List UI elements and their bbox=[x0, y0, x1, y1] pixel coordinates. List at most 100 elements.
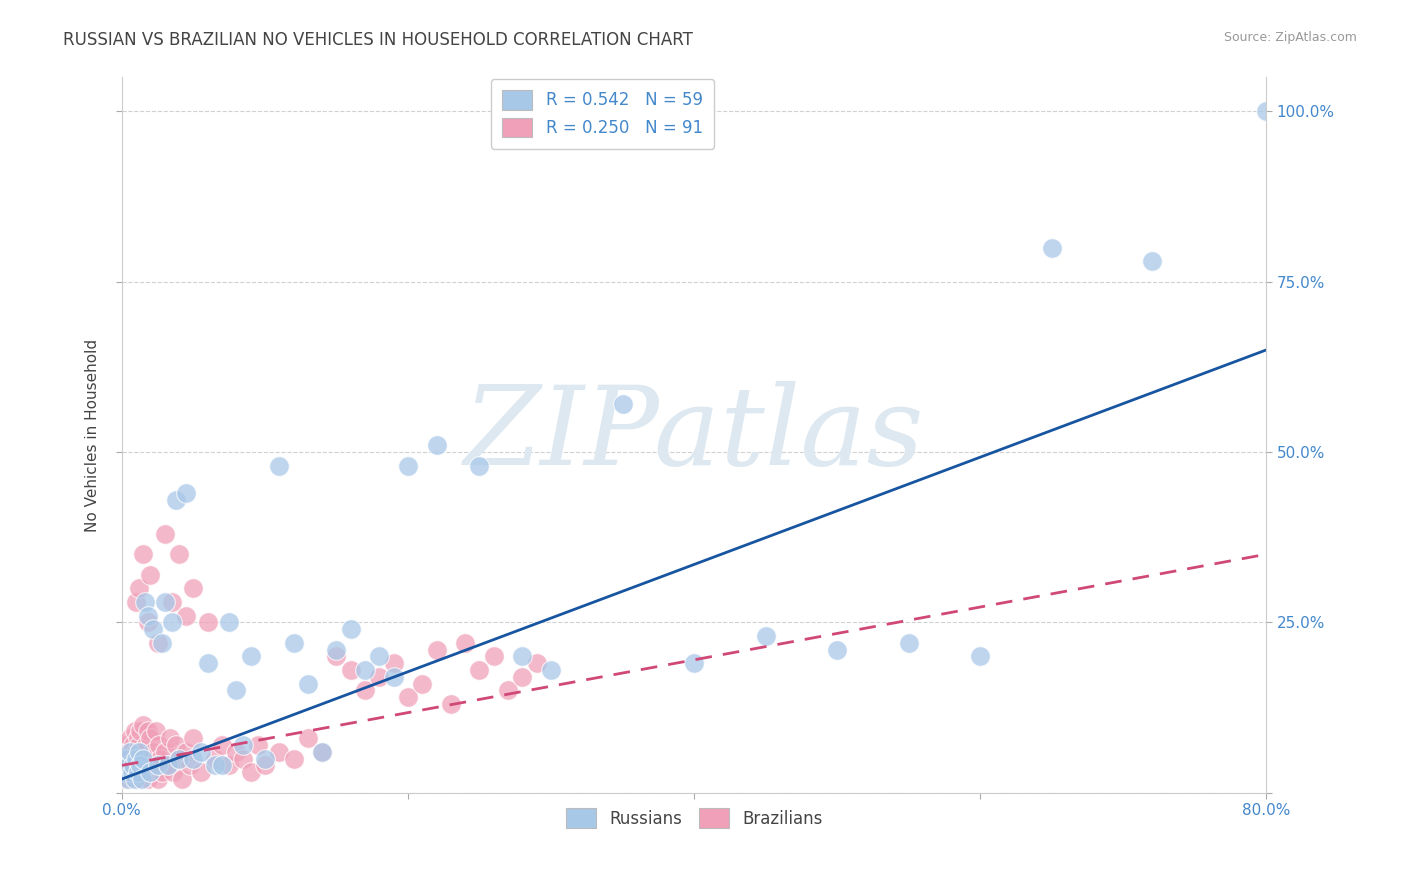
Point bbox=[368, 670, 391, 684]
Point bbox=[142, 622, 165, 636]
Point bbox=[339, 622, 361, 636]
Point bbox=[253, 751, 276, 765]
Point bbox=[253, 758, 276, 772]
Point bbox=[125, 751, 148, 765]
Point bbox=[755, 629, 778, 643]
Point bbox=[129, 724, 152, 739]
Point bbox=[1040, 241, 1063, 255]
Point bbox=[153, 526, 176, 541]
Point bbox=[124, 772, 146, 786]
Point bbox=[411, 676, 433, 690]
Point bbox=[128, 772, 150, 786]
Point bbox=[440, 697, 463, 711]
Point bbox=[139, 567, 162, 582]
Point bbox=[136, 724, 159, 739]
Point bbox=[128, 582, 150, 596]
Point bbox=[117, 765, 139, 780]
Point bbox=[131, 765, 153, 780]
Point bbox=[117, 772, 139, 786]
Point bbox=[269, 745, 291, 759]
Point bbox=[118, 772, 141, 786]
Point bbox=[136, 608, 159, 623]
Point bbox=[146, 758, 169, 772]
Point bbox=[127, 751, 149, 765]
Point bbox=[512, 649, 534, 664]
Point bbox=[218, 758, 240, 772]
Point bbox=[239, 649, 262, 664]
Point bbox=[1140, 254, 1163, 268]
Point bbox=[496, 683, 519, 698]
Point bbox=[283, 636, 305, 650]
Point bbox=[128, 745, 150, 759]
Point bbox=[426, 438, 449, 452]
Point bbox=[124, 724, 146, 739]
Point bbox=[139, 731, 162, 746]
Point bbox=[115, 738, 138, 752]
Point bbox=[145, 724, 167, 739]
Point bbox=[136, 772, 159, 786]
Point bbox=[132, 745, 155, 759]
Point bbox=[339, 663, 361, 677]
Point bbox=[139, 765, 162, 780]
Point bbox=[125, 765, 148, 780]
Point bbox=[183, 582, 205, 596]
Point bbox=[283, 751, 305, 765]
Point bbox=[311, 745, 333, 759]
Point bbox=[204, 751, 226, 765]
Point bbox=[897, 636, 920, 650]
Point bbox=[124, 758, 146, 772]
Point bbox=[382, 670, 405, 684]
Point bbox=[183, 731, 205, 746]
Point bbox=[197, 615, 219, 630]
Point bbox=[149, 751, 172, 765]
Point bbox=[125, 745, 148, 759]
Point bbox=[134, 595, 156, 609]
Point bbox=[190, 745, 212, 759]
Point bbox=[825, 642, 848, 657]
Point bbox=[232, 751, 254, 765]
Point bbox=[396, 690, 419, 705]
Point bbox=[225, 683, 247, 698]
Point bbox=[179, 758, 201, 772]
Point bbox=[120, 731, 142, 746]
Point bbox=[218, 615, 240, 630]
Point bbox=[121, 765, 143, 780]
Point bbox=[482, 649, 505, 664]
Point bbox=[132, 717, 155, 731]
Point bbox=[150, 636, 173, 650]
Point bbox=[969, 649, 991, 664]
Point bbox=[269, 458, 291, 473]
Text: RUSSIAN VS BRAZILIAN NO VEHICLES IN HOUSEHOLD CORRELATION CHART: RUSSIAN VS BRAZILIAN NO VEHICLES IN HOUS… bbox=[63, 31, 693, 49]
Point bbox=[211, 738, 233, 752]
Point bbox=[297, 676, 319, 690]
Point bbox=[232, 738, 254, 752]
Point bbox=[246, 738, 269, 752]
Point bbox=[150, 765, 173, 780]
Point bbox=[174, 486, 197, 500]
Point bbox=[122, 758, 145, 772]
Point bbox=[170, 772, 193, 786]
Point bbox=[612, 397, 634, 411]
Point bbox=[156, 758, 179, 772]
Point bbox=[167, 547, 190, 561]
Point bbox=[115, 758, 138, 772]
Point bbox=[354, 663, 377, 677]
Point bbox=[167, 751, 190, 765]
Point bbox=[325, 649, 347, 664]
Point bbox=[120, 745, 142, 759]
Point bbox=[128, 738, 150, 752]
Point bbox=[132, 547, 155, 561]
Text: ZIPatlas: ZIPatlas bbox=[464, 381, 924, 489]
Point bbox=[239, 765, 262, 780]
Point bbox=[160, 615, 183, 630]
Point bbox=[146, 636, 169, 650]
Point bbox=[162, 765, 184, 780]
Point bbox=[174, 608, 197, 623]
Point bbox=[297, 731, 319, 746]
Point bbox=[139, 765, 162, 780]
Point bbox=[127, 765, 149, 780]
Point bbox=[135, 738, 157, 752]
Point bbox=[142, 745, 165, 759]
Point bbox=[468, 663, 491, 677]
Point bbox=[134, 758, 156, 772]
